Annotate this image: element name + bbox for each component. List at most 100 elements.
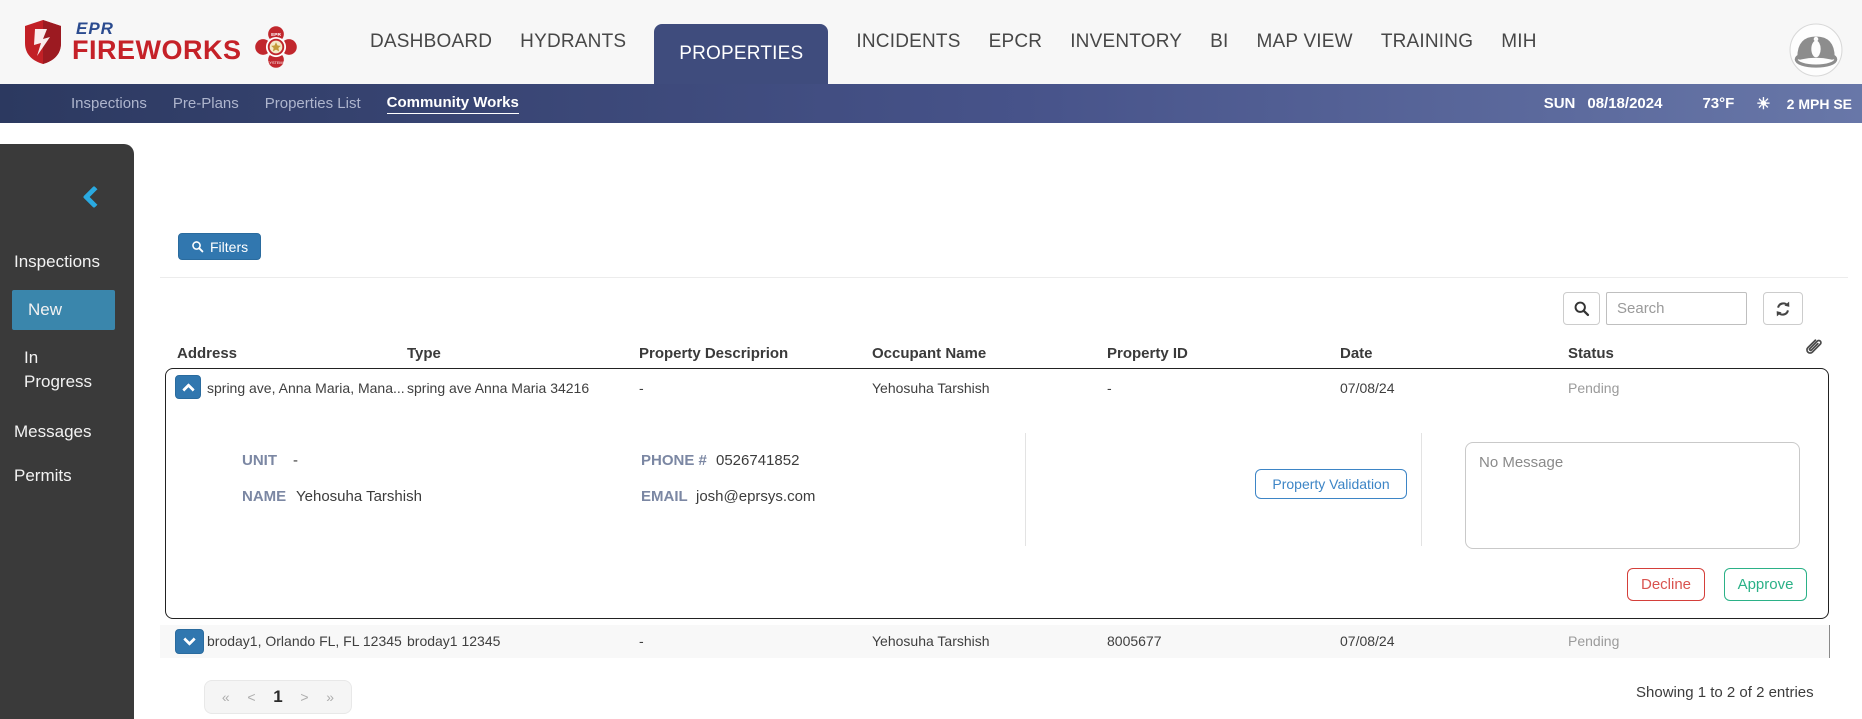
- table-row[interactable]: [160, 625, 1830, 658]
- chevron-down-icon: [183, 633, 196, 646]
- search-icon: [192, 241, 204, 253]
- row2-date: 07/08/24: [1340, 633, 1395, 649]
- department-badge: EPR SYSTEMS: [253, 24, 299, 75]
- sidebar-collapse-button[interactable]: [82, 185, 112, 215]
- nav-mih[interactable]: MIH: [1501, 31, 1537, 52]
- nav-map-view[interactable]: MAP VIEW: [1256, 31, 1353, 52]
- row2-description: -: [639, 633, 644, 649]
- header-property-description: Property Descriprion: [639, 345, 789, 362]
- search-input[interactable]: [1606, 292, 1747, 325]
- row1-address[interactable]: spring ave, Anna Maria, Mana...: [207, 380, 405, 396]
- top-header: EPR FIREWORKS EPR SYSTEMS DASHBOARD HYDR: [0, 0, 1862, 84]
- row1-property-id: -: [1107, 380, 1112, 396]
- header-date: Date: [1340, 345, 1373, 362]
- pagination-page-1[interactable]: 1: [273, 687, 283, 706]
- chevron-up-icon: [181, 382, 195, 396]
- weather-date: 08/18/2024: [1587, 95, 1663, 112]
- sun-icon: ☀: [1756, 95, 1771, 113]
- entries-summary: Showing 1 to 2 of 2 entries: [1636, 684, 1814, 701]
- subnav-properties-list[interactable]: Properties List: [264, 95, 361, 112]
- detail-divider: [1421, 433, 1422, 546]
- approve-button[interactable]: Approve: [1724, 568, 1807, 601]
- phone-label: PHONE #: [641, 452, 707, 469]
- chevron-left-icon: [82, 185, 106, 209]
- row2-address: broday1, Orlando FL, FL 12345: [207, 633, 402, 649]
- email-label: EMAIL: [641, 488, 688, 505]
- property-validation-button[interactable]: Property Validation: [1255, 469, 1407, 499]
- weather-wind: 2 MPH SE: [1786, 95, 1852, 112]
- inspections-sidebar: Inspections New In Progress Messages Per…: [0, 144, 134, 719]
- detail-divider: [1025, 433, 1026, 546]
- filters-button-label: Filters: [210, 238, 249, 255]
- row2-property-id: 8005677: [1107, 633, 1162, 649]
- pagination-prev-button[interactable]: <: [247, 689, 256, 705]
- unit-label: UNIT: [242, 452, 277, 469]
- nav-hydrants[interactable]: HYDRANTS: [520, 31, 627, 52]
- logo-shield-icon: [25, 20, 61, 64]
- pagination-next-button[interactable]: >: [300, 689, 309, 705]
- header-property-id: Property ID: [1107, 345, 1188, 362]
- sidebar-item-in-progress[interactable]: In Progress: [24, 348, 93, 391]
- sidebar-item-messages[interactable]: Messages: [14, 422, 92, 441]
- weather-temp: 73°F: [1702, 95, 1735, 112]
- pagination-last-button[interactable]: »: [326, 689, 335, 705]
- nav-inventory[interactable]: INVENTORY: [1070, 31, 1183, 52]
- header-status: Status: [1568, 345, 1614, 362]
- refresh-button[interactable]: [1763, 292, 1803, 325]
- search-button[interactable]: [1563, 292, 1600, 325]
- logo-epr-text: EPR: [76, 19, 114, 38]
- sidebar-section-inspections[interactable]: Inspections: [14, 252, 100, 271]
- subnav-inspections[interactable]: Inspections: [71, 95, 147, 112]
- row1-occupant: Yehosuha Tarshish: [872, 380, 990, 396]
- properties-subnav: Inspections Pre-Plans Properties List Co…: [0, 84, 1862, 123]
- row2-occupant: Yehosuha Tarshish: [872, 633, 990, 649]
- nav-properties-active-tab[interactable]: PROPERTIES: [654, 24, 829, 84]
- header-address: Address: [177, 345, 238, 362]
- refresh-icon: [1776, 301, 1790, 316]
- nav-dashboard[interactable]: DASHBOARD: [370, 31, 493, 52]
- header-type: Type: [407, 345, 441, 362]
- row1-description: -: [639, 380, 644, 396]
- attachment-column-button[interactable]: [1799, 334, 1826, 366]
- pagination: « < 1 > »: [204, 680, 352, 714]
- message-box[interactable]: [1465, 442, 1800, 549]
- expand-row-button[interactable]: [175, 629, 204, 654]
- row2-status-badge: Pending: [1568, 633, 1620, 649]
- filters-button[interactable]: Filters: [178, 233, 262, 260]
- search-icon: [1574, 301, 1590, 317]
- row1-date: 07/08/24: [1340, 380, 1395, 396]
- subnav-community-works-active[interactable]: Community Works: [386, 94, 519, 114]
- maltese-cross-icon: EPR SYSTEMS: [255, 26, 297, 68]
- name-value: Yehosuha Tarshish: [296, 488, 422, 505]
- nav-epcr[interactable]: EPCR: [988, 31, 1043, 52]
- collapse-row-button[interactable]: [175, 375, 201, 399]
- app-logo[interactable]: EPR FIREWORKS: [22, 19, 242, 65]
- unit-value: -: [293, 452, 298, 469]
- header-occupant-name: Occupant Name: [872, 345, 987, 362]
- section-divider: [160, 277, 1848, 278]
- row1-status-badge: Pending: [1568, 380, 1620, 396]
- pagination-first-button[interactable]: «: [221, 689, 230, 705]
- user-avatar[interactable]: [1789, 23, 1843, 77]
- logo-fireworks-text: FIREWORKS: [72, 35, 242, 65]
- weather-day: SUN: [1543, 95, 1576, 112]
- sidebar-item-new[interactable]: New: [12, 290, 115, 330]
- row2-type: broday1 12345: [407, 633, 501, 649]
- main-navigation: DASHBOARD HYDRANTS PROPERTIES INCIDENTS …: [370, 0, 1537, 84]
- svg-text:SYSTEMS: SYSTEMS: [267, 61, 286, 65]
- row1-type: spring ave Anna Maria 34216: [407, 380, 590, 396]
- paperclip-icon: [1806, 339, 1822, 354]
- fire-helmet-icon: [1789, 23, 1843, 77]
- svg-text:EPR: EPR: [271, 32, 281, 38]
- decline-button[interactable]: Decline: [1627, 568, 1705, 601]
- nav-bi[interactable]: BI: [1210, 31, 1229, 52]
- nav-training[interactable]: TRAINING: [1380, 31, 1474, 52]
- email-value: josh@eprsys.com: [696, 488, 816, 505]
- nav-incidents[interactable]: INCIDENTS: [856, 31, 961, 52]
- weather-strip: SUN 08/18/2024 73°F ☀ 2 MPH SE: [1544, 84, 1852, 123]
- subnav-pre-plans[interactable]: Pre-Plans: [172, 95, 239, 112]
- phone-value: 0526741852: [716, 452, 800, 469]
- sidebar-item-permits[interactable]: Permits: [14, 466, 72, 485]
- name-label: NAME: [242, 488, 287, 505]
